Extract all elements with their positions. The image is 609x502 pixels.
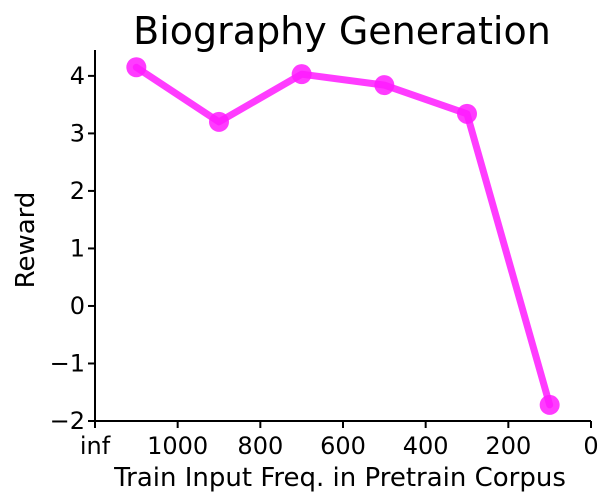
y-tick-label: 1	[70, 234, 85, 262]
y-axis-label: Reward	[11, 192, 41, 289]
data-point	[209, 111, 229, 132]
data-point	[374, 75, 395, 96]
y-tick-label: 4	[70, 62, 85, 90]
y-tick-label: 2	[70, 177, 85, 205]
data-point	[457, 103, 477, 124]
data-point	[126, 57, 147, 78]
x-tick-label: 400	[403, 432, 449, 460]
x-axis-label: Train Input Freq. in Pretrain Corpus	[113, 463, 566, 493]
y-tick-label: 3	[70, 119, 85, 147]
y-tick-label: 0	[70, 292, 85, 320]
x-tick-label: 200	[485, 432, 531, 460]
x-tick-label: inf	[80, 432, 111, 460]
series-line	[132, 63, 554, 409]
x-tick-label: 600	[320, 432, 366, 460]
x-tick-label: 800	[237, 432, 283, 460]
data-point	[539, 394, 560, 415]
x-tick-label: 0	[583, 432, 598, 460]
axes: −2 −1 0 1 2 3 4 inf 1000 800 600 400 200 0	[50, 50, 599, 460]
series-layer	[126, 57, 560, 415]
x-tick-label: 1000	[147, 432, 208, 460]
chart-title: Biography Generation	[133, 9, 551, 53]
data-point	[291, 64, 312, 85]
y-tick-label: −2	[50, 407, 85, 435]
y-tick-label: −1	[50, 349, 85, 377]
